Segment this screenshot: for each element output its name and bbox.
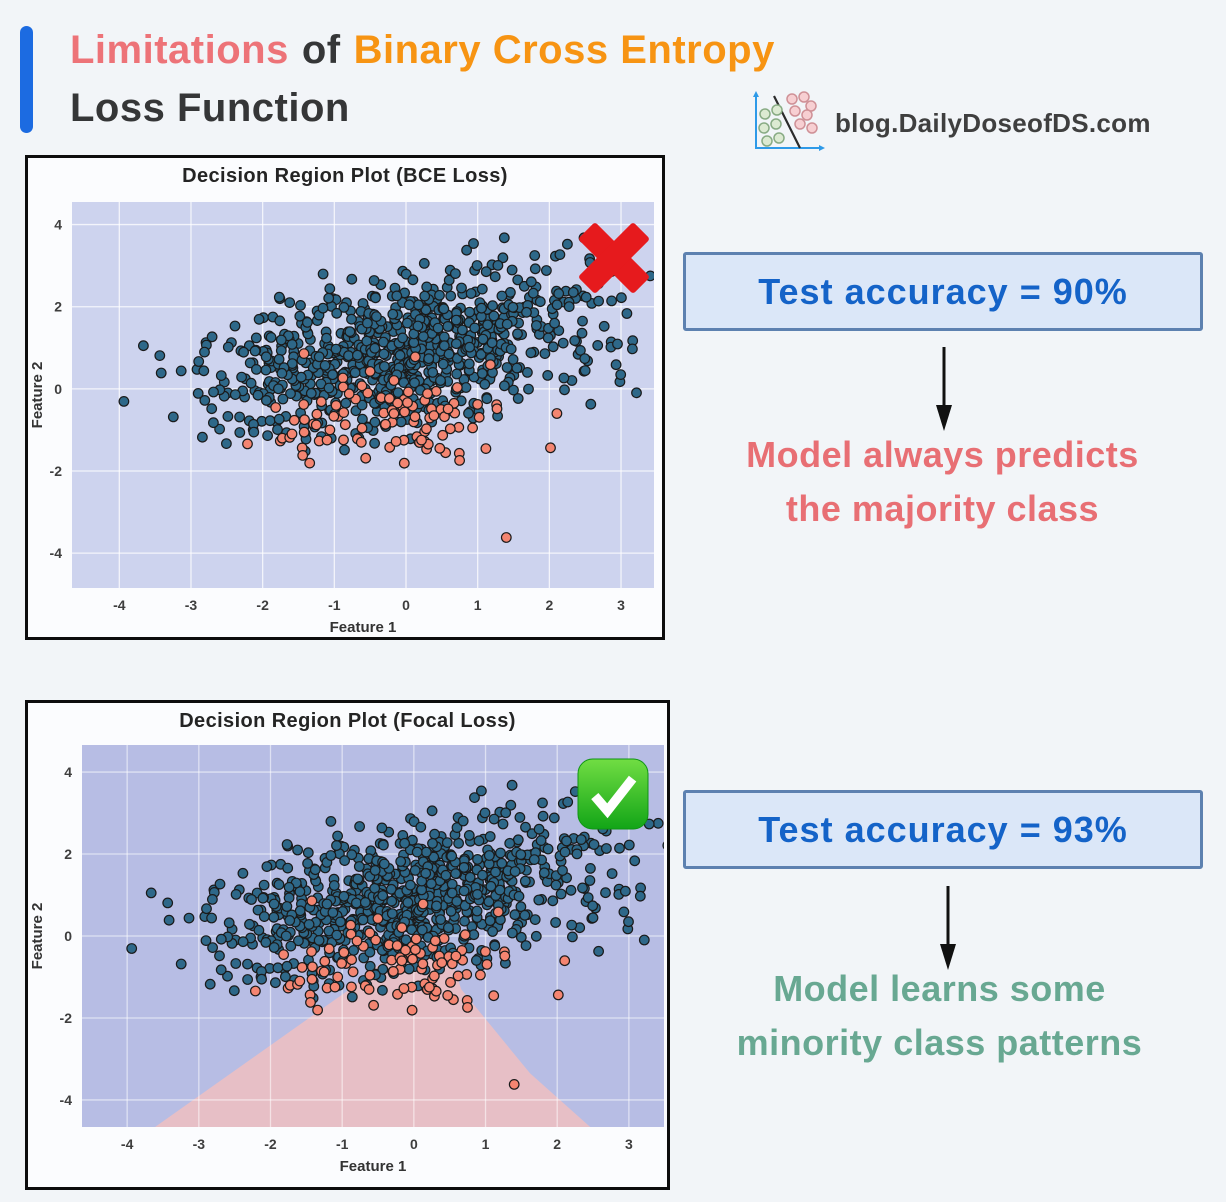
focal-note-text: Model learns some minority class pattern…: [736, 968, 1143, 1063]
title-word-of: of: [301, 28, 341, 72]
svg-text:-2: -2: [60, 1010, 73, 1026]
focal-plot-card: Decision Region Plot (Focal Loss) -4 -3 -2…: [25, 700, 670, 1190]
down-arrow-icon: [936, 347, 952, 431]
svg-text:Feature 1: Feature 1: [340, 1158, 407, 1175]
svg-text:-1: -1: [328, 597, 341, 613]
svg-text:-2: -2: [50, 463, 63, 479]
scatter-series-minority-class: [249, 895, 571, 1090]
bce-plot-card: Decision Region Plot (BCE Loss) -4 -3 -2 -1…: [25, 155, 665, 640]
title-word-limitations: Limitations: [70, 28, 289, 72]
page-title-line1: Limitations of Binary Cross Entropy: [70, 28, 775, 73]
svg-text:2: 2: [553, 1136, 561, 1152]
down-arrow-icon: [940, 886, 956, 970]
svg-text:2: 2: [545, 597, 553, 613]
title-word-bce: Binary Cross Entropy: [353, 28, 775, 72]
svg-text:4: 4: [54, 217, 62, 233]
scatter-series-majority-class: [126, 779, 664, 1004]
test-accuracy-badge-focal: Test accuracy = 93%: [683, 790, 1203, 869]
svg-text:-2: -2: [264, 1136, 277, 1152]
svg-text:1: 1: [474, 597, 482, 613]
svg-text:4: 4: [64, 764, 72, 780]
brand: blog.DailyDoseofDS.com: [750, 90, 1151, 156]
focal-decision-plot: -4 -3 -2 -1 0 1 2 3 -4 -2 0 2 4 Feature 1 Feature 2: [29, 745, 664, 1175]
svg-text:0: 0: [402, 597, 410, 613]
svg-text:0: 0: [64, 928, 72, 944]
svg-text:-3: -3: [193, 1136, 206, 1152]
svg-text:-3: -3: [185, 597, 198, 613]
svg-text:-4: -4: [121, 1136, 134, 1152]
svg-text:2: 2: [64, 846, 72, 862]
bce-plot-title: Decision Region Plot (BCE Loss): [182, 165, 508, 187]
svg-text:2: 2: [54, 299, 62, 315]
scatter-logo-icon: [753, 91, 825, 151]
svg-text:Feature 1: Feature 1: [330, 619, 397, 636]
test-accuracy-badge-bce: Test accuracy = 90%: [683, 252, 1203, 331]
title-accent-bar: [20, 26, 33, 133]
svg-text:1: 1: [482, 1136, 490, 1152]
check-mark-icon: [577, 758, 649, 830]
cross-mark-icon: [579, 223, 649, 293]
svg-text:-1: -1: [336, 1136, 349, 1152]
focal-plot-title: Decision Region Plot (Focal Loss): [179, 710, 516, 732]
svg-text:0: 0: [54, 381, 62, 397]
page-title-line2: Loss Function: [70, 86, 350, 130]
svg-text:Feature 2: Feature 2: [29, 362, 46, 429]
bce-note-text: Model always predicts the majority class: [746, 434, 1139, 529]
bce-decision-plot: -4 -3 -2 -1 0 1 2 3 -4 -2 0 2 4 Feature 1 Feature 2: [29, 202, 654, 636]
svg-text:0: 0: [410, 1136, 418, 1152]
svg-text:-4: -4: [113, 597, 126, 613]
svg-text:Feature 2: Feature 2: [29, 903, 46, 970]
brand-text: blog.DailyDoseofDS.com: [835, 107, 1151, 138]
svg-text:-2: -2: [256, 597, 269, 613]
svg-text:3: 3: [625, 1136, 633, 1152]
svg-text:-4: -4: [60, 1092, 73, 1108]
svg-text:-4: -4: [50, 545, 63, 561]
svg-text:3: 3: [617, 597, 625, 613]
scatter-series-minority-class: [242, 348, 563, 543]
